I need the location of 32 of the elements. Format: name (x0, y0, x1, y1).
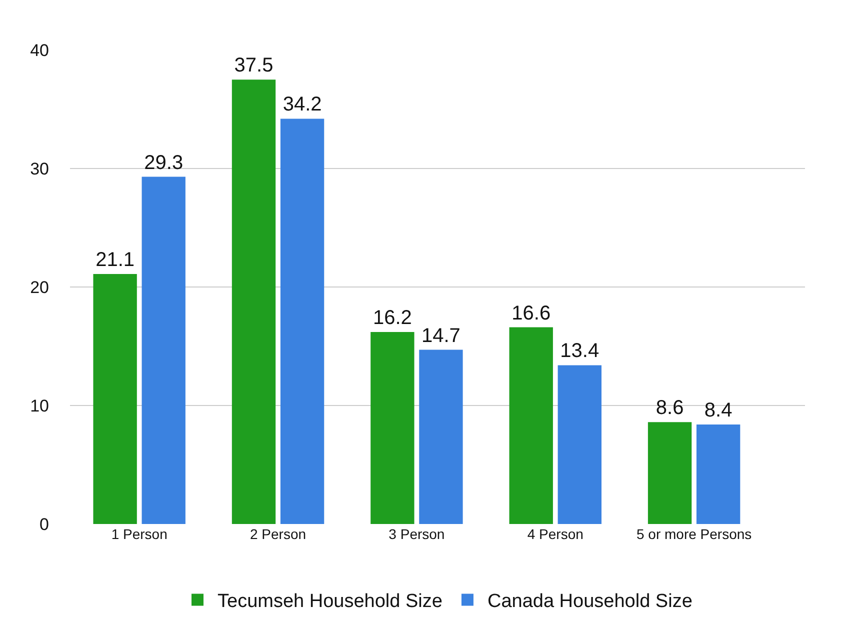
x-tick-label: 5 or more Persons (636, 526, 752, 542)
bar (370, 332, 414, 524)
y-tick-label: 10 (30, 396, 49, 416)
data-label: 29.3 (144, 152, 184, 174)
bar (280, 118, 324, 524)
y-tick-label: 20 (30, 278, 49, 297)
legend-label: Tecumseh Household Size (218, 591, 442, 612)
x-tick-label: 3 Person (388, 526, 445, 542)
data-label: 16.6 (512, 302, 551, 324)
bar (419, 350, 463, 524)
x-tick-label: 2 Person (250, 526, 306, 542)
data-label: 13.4 (560, 340, 600, 362)
bar (696, 424, 740, 524)
bar (558, 365, 602, 524)
y-tick-label: 40 (30, 40, 49, 60)
data-label: 8.6 (656, 397, 684, 420)
data-label: 37.5 (234, 54, 274, 77)
data-label: 21.1 (96, 248, 135, 271)
y-tick-label: 0 (40, 514, 49, 534)
data-label: 8.4 (704, 399, 732, 422)
bar (509, 327, 553, 524)
data-label: 34.2 (282, 94, 322, 116)
bar (232, 80, 276, 524)
data-label: 16.2 (372, 307, 412, 330)
bar (142, 176, 186, 524)
y-tick-label: 30 (30, 159, 49, 178)
legend-label: Canada Household Size (487, 591, 692, 612)
x-tick-label: 1 Person (111, 526, 168, 542)
x-tick-label: 4 Person (527, 526, 584, 542)
data-label: 14.7 (422, 324, 460, 347)
bar (93, 274, 137, 524)
bar (648, 422, 692, 524)
